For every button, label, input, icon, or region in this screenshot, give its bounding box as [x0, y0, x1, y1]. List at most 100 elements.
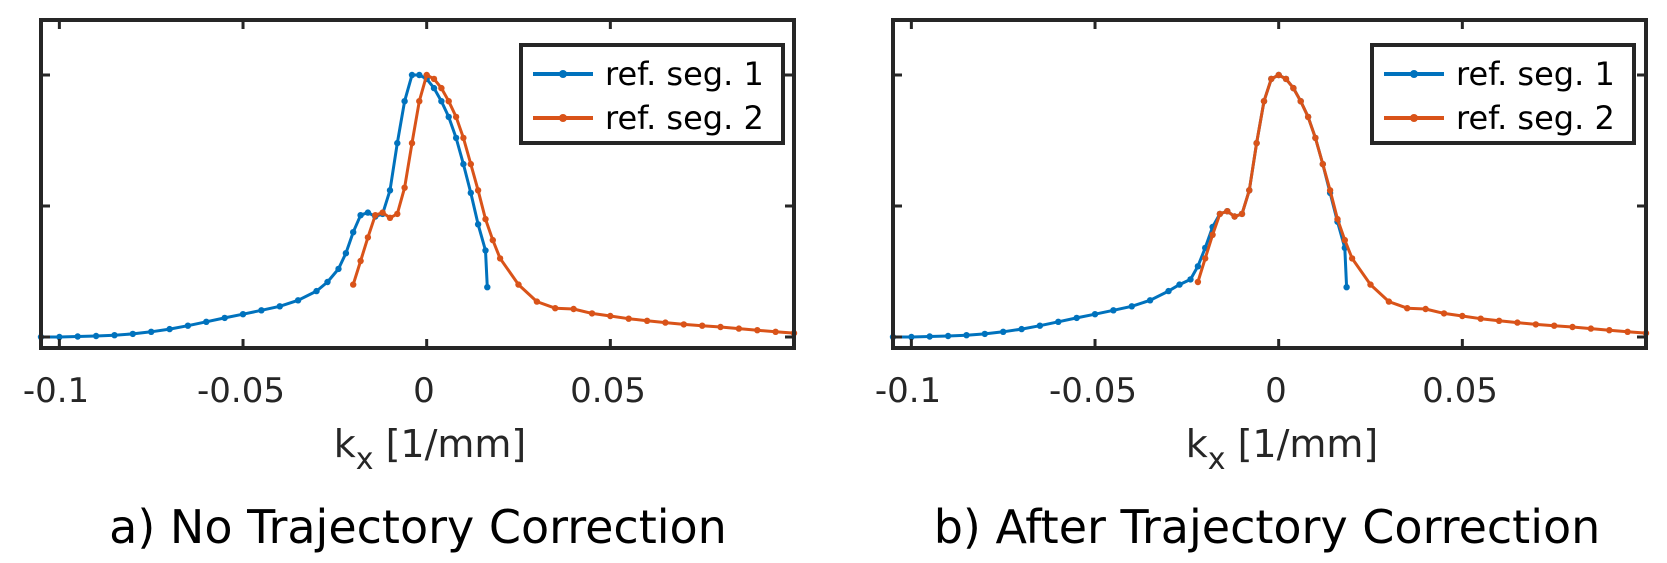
- panel-a-series-2-point: [662, 319, 669, 326]
- panel-b-series-2-point: [1341, 236, 1349, 244]
- panel-b-series-2-point: [1514, 319, 1521, 326]
- panel-a-series-2-point: [430, 75, 438, 83]
- panel-b-series-1-point: [1036, 322, 1044, 329]
- panel-b-series-2-point: [1624, 328, 1631, 335]
- panel-a-series-1-point: [386, 187, 394, 194]
- panel-a-series-2-point: [515, 281, 522, 288]
- panel-a-series-1-point: [482, 247, 489, 254]
- panel-b-xlabel-sub: x: [1208, 442, 1226, 477]
- panel-a-series-1-point: [416, 71, 423, 79]
- panel-b-series-1-point: [908, 333, 915, 341]
- panel-a-ticks: [41, 20, 794, 348]
- panel-b-legend: ref. seg. 1 ref. seg. 2: [1370, 43, 1636, 145]
- panel-a-series-2-point: [379, 209, 386, 216]
- panel-a-xlabel-unit: [1/mm]: [374, 422, 527, 466]
- panel-a-series-2-point: [717, 323, 724, 331]
- panel-b-series-2-point: [1304, 113, 1312, 121]
- panel-a-series-1-point: [408, 71, 416, 79]
- panel-a-series-2-point: [482, 215, 489, 223]
- panel-a-legend-marker-1: [559, 70, 567, 78]
- panel-b-series-2-point: [1268, 75, 1275, 83]
- panel-a-series-1-point: [313, 287, 320, 295]
- panel-a-series-1-point: [166, 325, 173, 333]
- panel-a-series-2-point: [607, 312, 614, 320]
- panel-a-series-1-point: [401, 98, 408, 105]
- panel-a-legend-label-2: ref. seg. 2: [605, 99, 764, 137]
- panel-b-series-2-point: [1326, 187, 1334, 194]
- panel-b-xlabel: kx [1/mm]: [1186, 422, 1379, 477]
- panel-b-series-2-point: [1459, 312, 1466, 320]
- panel-a-series-1-point: [438, 98, 445, 105]
- panel-b-xtick-label: 0.05: [1422, 371, 1498, 411]
- panel-a-series-1-point: [350, 229, 357, 236]
- panel-b-series-2-point: [1606, 327, 1613, 334]
- panel-b-series-2-point: [1253, 139, 1260, 147]
- panel-b-series-1-point: [1194, 263, 1202, 270]
- panel-a-series-2-point: [445, 98, 452, 105]
- panel-a-xlabel-k: k: [334, 422, 356, 466]
- panel-a-series-2-point: [772, 328, 779, 335]
- panel-b-xtick-label: -0.05: [1049, 371, 1137, 411]
- panel-b-series-2-point: [1275, 71, 1282, 79]
- panel-a-series-2-point: [408, 139, 416, 147]
- panel-a-series-2-point: [735, 325, 743, 332]
- panel-a-legend-box: [519, 43, 785, 145]
- panel-b-series-2-point: [1238, 210, 1246, 218]
- panel-a-series-2-point: [467, 160, 474, 168]
- panel-b-series-2-point: [1551, 322, 1558, 329]
- panel-b-axes-box: [891, 18, 1648, 350]
- panel-a-xtick-label: -0.1: [23, 371, 89, 411]
- panel-a-series-2-point: [350, 281, 357, 288]
- panel-a-series-1-point: [258, 307, 265, 314]
- panel-b: ref. seg. 1 ref. seg. 2 -0.1 -0.05 0 0.0…: [875, 18, 1650, 554]
- panel-a-xtick-label: 0.05: [570, 371, 646, 411]
- panel-a-series-2-point: [416, 98, 423, 105]
- panel-a-series-1-point: [452, 134, 460, 142]
- panel-a-series-2-point: [570, 305, 577, 313]
- panel-a-series-1-point: [92, 332, 100, 340]
- panel-a-series-1-point: [335, 265, 342, 273]
- panel-a-series-1-point: [276, 303, 283, 310]
- panel-a-series-2-point: [460, 134, 467, 142]
- panel-b-legend-label-2: ref. seg. 2: [1456, 99, 1615, 137]
- panel-b-series-1-point: [1110, 307, 1117, 314]
- panel-a-series-2-point: [680, 321, 687, 328]
- panel-a-series-2-point: [357, 257, 364, 265]
- panel-a-series-1-point: [484, 284, 491, 291]
- panel-b-legend-label-1: ref. seg. 1: [1456, 55, 1615, 93]
- panel-a-series-2-point: [386, 214, 394, 221]
- panel-a-axes-box: [39, 18, 796, 350]
- panel-b-legend-marker-2: [1410, 114, 1418, 122]
- panel-b-series-2-point: [1532, 321, 1540, 328]
- panel-b-series-2-point: [1224, 208, 1231, 215]
- panel-b-xtick-label: -0.1: [875, 371, 941, 411]
- panel-a-series-2-point: [394, 210, 401, 218]
- panel-a-legend-marker-2: [559, 114, 567, 122]
- panel-b-series-2-point: [1246, 187, 1253, 194]
- panel-a-xtick-label: 0: [413, 371, 435, 411]
- panel-b-series-1-point: [1073, 314, 1080, 322]
- panel-a-series-2-point: [474, 187, 482, 194]
- panel-a-series-1-point: [56, 333, 63, 341]
- panel-a-series-1-point: [364, 209, 372, 216]
- panel-b-series-1-point: [1343, 284, 1350, 291]
- panel-b-series-1-point: [1091, 311, 1099, 318]
- panel-a-series-1-point: [357, 212, 364, 219]
- panel-b-ticks: [893, 20, 1646, 348]
- panel-b-series-1-point: [1018, 325, 1025, 333]
- panel-b-xtick-label: 0: [1265, 371, 1287, 411]
- panel-a-series-1-point: [184, 322, 192, 329]
- panel-a-series-1-line: [41, 73, 489, 339]
- panel-b-xtick-labels: -0.1 -0.05 0 0.05: [875, 371, 1498, 411]
- panel-a-series-2-point: [643, 317, 651, 324]
- panel-b-series-2-point: [1569, 323, 1576, 331]
- panel-b-series-1-point: [944, 332, 952, 340]
- panel-a-series-1-point: [239, 311, 247, 318]
- panel-b-series-1-point: [926, 333, 933, 340]
- panel-a: ref. seg. 1 ref. seg. 2 -0.1 -0.05 0 0.0…: [23, 18, 798, 554]
- panel-b-series-2-point: [1440, 310, 1448, 317]
- panel-b-series-2-point: [1312, 134, 1319, 142]
- panel-a-series-2-point: [423, 71, 430, 79]
- panel-a-series-2-point: [401, 184, 408, 191]
- panel-a-series-1-point: [148, 328, 155, 335]
